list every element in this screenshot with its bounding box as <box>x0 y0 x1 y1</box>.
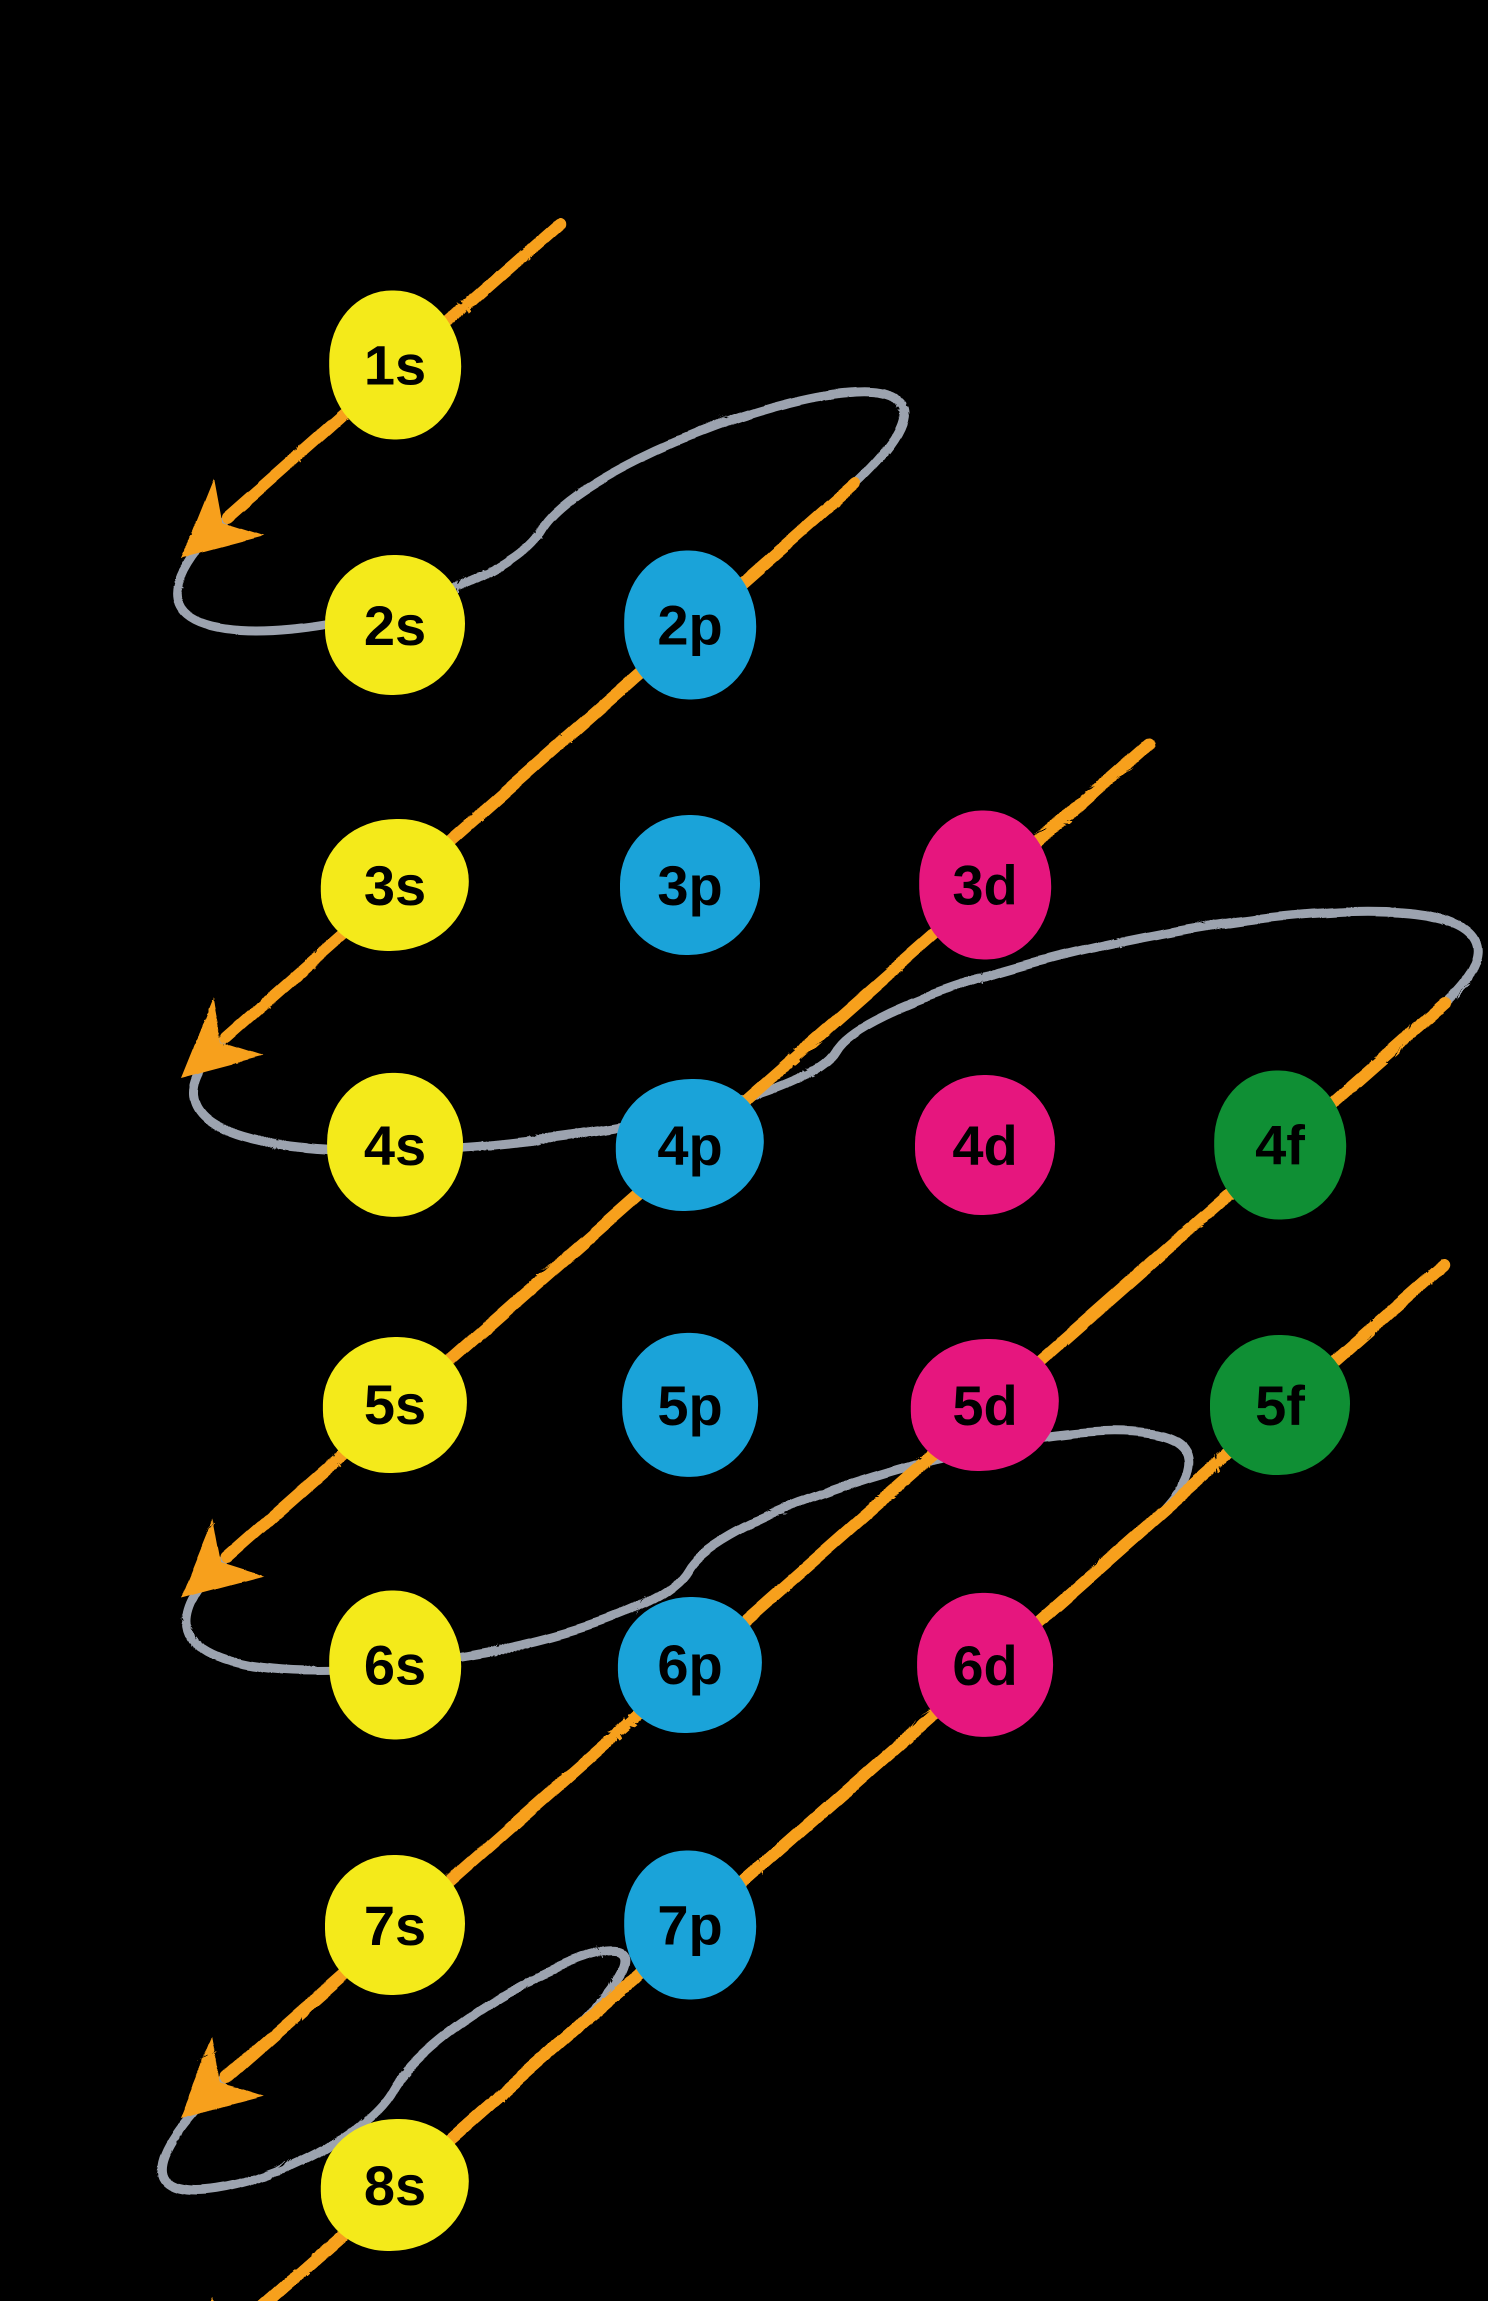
fill-arrow-1 <box>225 482 852 1035</box>
orbital-3d: 3d <box>919 811 1051 960</box>
orbital-5f: 5f <box>1210 1335 1350 1475</box>
orbital-2s: 2s <box>325 555 465 695</box>
orbital-4d: 4d <box>915 1075 1055 1215</box>
orbital-7p: 7p <box>624 1851 756 2000</box>
orbital-5p: 5p <box>622 1333 758 1477</box>
orbital-7s: 7s <box>325 1855 465 1995</box>
orbital-2p: 2p <box>624 551 756 700</box>
orbital-4f: 4f <box>1214 1071 1346 1220</box>
orbital-3p: 3p <box>620 815 760 955</box>
orbital-6d: 6d <box>917 1593 1053 1737</box>
aufbau-diagram: 1s2s2p3s3p3d4s4p4d4f5s5p5d5f6s6p6d7s7p8s <box>0 0 1488 2301</box>
fill-arrow-6 <box>225 1782 852 2301</box>
orbital-4s: 4s <box>327 1073 463 1217</box>
orbital-6s: 6s <box>329 1591 461 1740</box>
orbital-1s: 1s <box>329 291 461 440</box>
connector-0 <box>175 389 902 628</box>
